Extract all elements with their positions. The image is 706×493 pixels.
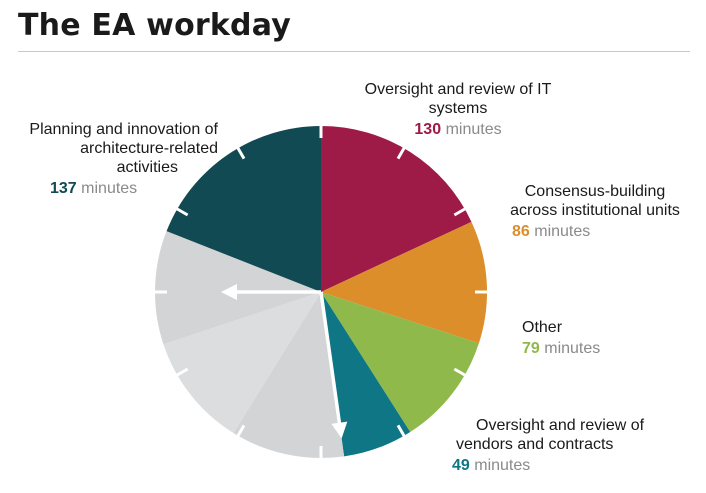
unit-vendors: minutes bbox=[474, 457, 531, 474]
slice-vendors bbox=[321, 292, 411, 457]
label-consensus-line2: across institutional units bbox=[510, 202, 680, 219]
unit-it-systems: minutes bbox=[445, 121, 502, 138]
slice-it-systems bbox=[321, 126, 472, 292]
slice-remaining-3 bbox=[155, 231, 321, 345]
label-consensus-line1: Consensus-building bbox=[524, 183, 666, 200]
label-planning-line1: Planning and innovation of bbox=[29, 121, 218, 138]
label-vendors-line1: Oversight and review of bbox=[476, 417, 645, 434]
label-consensus: Consensus-building across institutional … bbox=[490, 182, 700, 241]
minute-hand-arrow bbox=[331, 421, 348, 439]
slice-other bbox=[321, 292, 479, 433]
slice-remaining-2 bbox=[163, 292, 321, 434]
label-it-systems-line1: Oversight and review of IT bbox=[364, 81, 552, 98]
value-planning: 137 bbox=[50, 180, 77, 197]
unit-other: minutes bbox=[544, 340, 601, 357]
slice-remaining-1 bbox=[233, 292, 345, 458]
hour-hand-arrow bbox=[221, 284, 237, 300]
clock-tick-10 bbox=[173, 205, 189, 217]
value-other: 79 bbox=[522, 340, 540, 357]
clock-tick-5 bbox=[396, 424, 408, 440]
label-other: Other 79 minutes bbox=[522, 318, 642, 358]
label-it-systems-line2: systems bbox=[428, 100, 488, 117]
clock-tick-2 bbox=[453, 205, 469, 217]
unit-consensus: minutes bbox=[534, 223, 591, 240]
label-vendors-line2: vendors and contracts bbox=[456, 436, 614, 453]
label-vendors: Oversight and review of vendors and cont… bbox=[452, 416, 672, 475]
label-other-line1: Other bbox=[522, 319, 563, 336]
page-title: The EA workday bbox=[18, 8, 291, 43]
value-vendors: 49 bbox=[452, 457, 470, 474]
unit-planning: minutes bbox=[81, 180, 138, 197]
label-it-systems: Oversight and review of IT systems 130 m… bbox=[338, 80, 578, 139]
slice-consensus bbox=[321, 221, 487, 344]
title-divider bbox=[18, 51, 690, 52]
value-consensus: 86 bbox=[512, 223, 530, 240]
slice-planning bbox=[166, 125, 321, 292]
label-planning-line2: architecture-related bbox=[80, 140, 218, 157]
label-planning: Planning and innovation of architecture-… bbox=[18, 120, 218, 198]
clock-tick-1 bbox=[396, 144, 408, 160]
clock-tick-4 bbox=[453, 367, 469, 379]
minute-hand bbox=[319, 291, 343, 435]
value-it-systems: 130 bbox=[414, 121, 442, 138]
clock-tick-7 bbox=[234, 424, 246, 440]
clock-tick-11 bbox=[234, 144, 246, 160]
label-planning-line3: activities bbox=[116, 159, 178, 176]
clock-tick-8 bbox=[173, 367, 189, 379]
